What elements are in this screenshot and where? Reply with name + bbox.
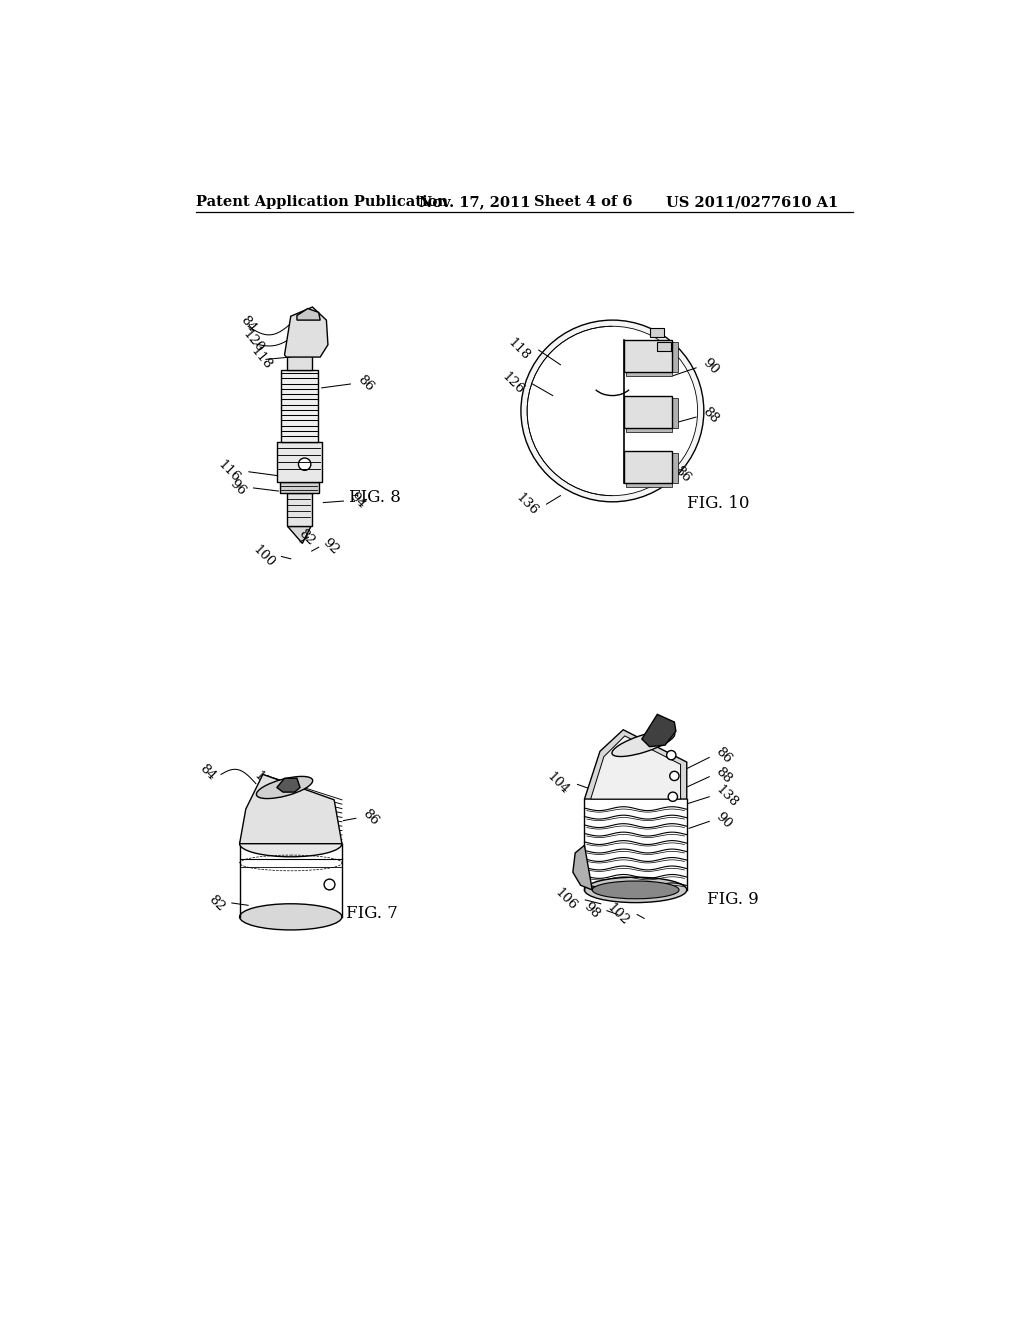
Circle shape [324,879,335,890]
Text: 118: 118 [248,345,274,372]
Bar [624,396,672,428]
Circle shape [669,792,678,801]
Text: 116: 116 [216,458,243,484]
Bar [276,442,322,482]
Polygon shape [276,779,300,792]
Text: 126: 126 [251,768,279,796]
Polygon shape [288,527,311,544]
Bar [627,483,672,487]
Text: 92: 92 [321,536,341,557]
Ellipse shape [592,880,679,899]
Text: 86: 86 [672,463,693,484]
Text: 82: 82 [296,527,316,548]
Bar [624,451,672,483]
Text: Nov. 17, 2011: Nov. 17, 2011 [420,195,530,210]
Text: 84: 84 [197,762,218,783]
Circle shape [527,326,697,496]
Circle shape [670,771,679,780]
Text: 90: 90 [713,810,734,832]
Polygon shape [585,730,687,799]
Polygon shape [642,714,676,747]
Text: 90: 90 [700,355,721,378]
Ellipse shape [585,878,687,903]
Text: 104: 104 [545,770,571,797]
Ellipse shape [256,776,312,799]
Ellipse shape [240,904,342,929]
Bar [627,372,672,376]
Bar [672,397,678,428]
Bar [627,428,672,432]
Bar [280,482,318,494]
Text: Sheet 4 of 6: Sheet 4 of 6 [535,195,633,210]
Polygon shape [240,775,342,843]
Bar [657,342,672,351]
Bar [287,355,311,370]
Text: 84: 84 [238,313,258,334]
Text: 96: 96 [227,477,248,498]
Text: 94: 94 [346,490,368,511]
Text: 138: 138 [713,783,740,809]
Circle shape [667,751,676,760]
Text: US 2011/0277610 A1: US 2011/0277610 A1 [666,195,838,210]
Ellipse shape [240,830,342,857]
Bar [672,453,678,483]
Text: 86: 86 [360,807,382,828]
Text: 102: 102 [605,902,632,928]
Text: 100: 100 [251,543,278,570]
Text: 120: 120 [241,327,266,355]
Text: FIG. 7: FIG. 7 [346,904,398,921]
Circle shape [521,321,703,502]
Text: 82: 82 [206,892,227,913]
Bar [672,342,678,372]
Text: 86: 86 [713,746,734,767]
Text: 98: 98 [582,900,602,921]
Bar [649,327,664,337]
Text: Patent Application Publication: Patent Application Publication [197,195,449,210]
Bar [287,494,311,527]
Text: 118: 118 [506,335,532,363]
Polygon shape [297,309,321,321]
Text: FIG. 8: FIG. 8 [348,488,400,506]
Text: 88: 88 [700,405,721,426]
Text: 106: 106 [552,887,579,913]
Text: 126: 126 [500,370,526,397]
Text: 136: 136 [513,491,541,519]
Bar [624,341,672,372]
Polygon shape [572,845,592,890]
Bar [281,370,317,442]
Text: FIG. 10: FIG. 10 [687,495,750,512]
Ellipse shape [612,731,675,756]
Circle shape [298,458,311,470]
Polygon shape [285,308,328,358]
Polygon shape [591,737,681,799]
Text: FIG. 9: FIG. 9 [707,891,759,908]
Text: 88: 88 [713,766,734,787]
Text: 86: 86 [355,372,376,393]
